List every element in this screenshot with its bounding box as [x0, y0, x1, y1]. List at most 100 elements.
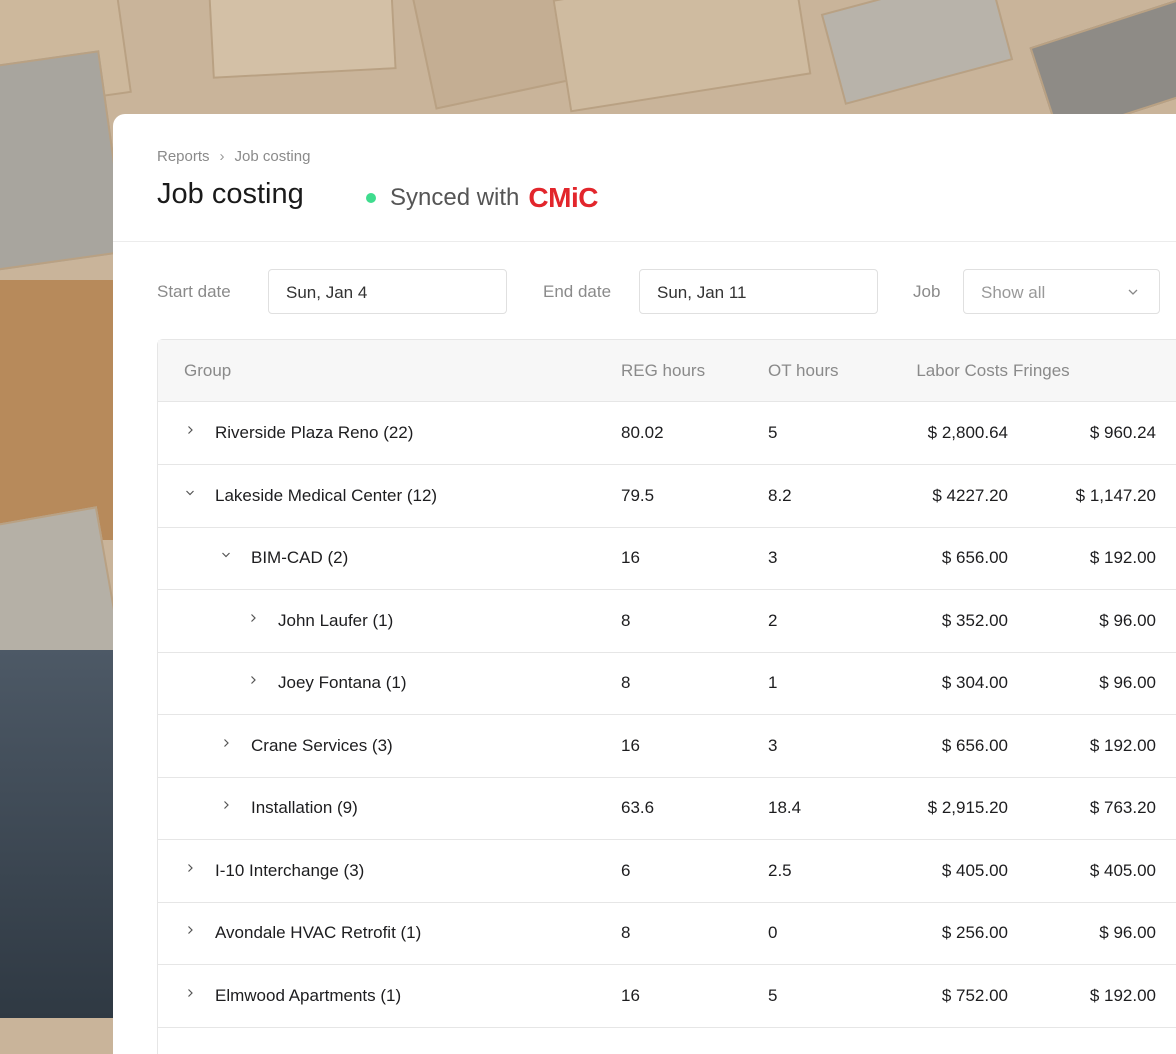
- end-date-input[interactable]: Sun, Jan 11: [639, 269, 878, 314]
- table-cell: $ 192.00: [1089, 985, 1156, 1005]
- table-row[interactable]: John Laufer (1) 8 2 $ 352.00 $ 96.00: [158, 590, 1176, 653]
- expand-chevron[interactable]: [249, 613, 257, 622]
- divider: [113, 241, 1176, 242]
- expand-chevron[interactable]: [186, 426, 194, 434]
- table-cell: $ 192.00: [1089, 735, 1156, 755]
- table-cell: $ 352.00: [941, 610, 1008, 630]
- job-label: Job: [913, 282, 941, 301]
- expand-chevron[interactable]: [186, 988, 194, 997]
- table-cell: 6: [621, 860, 631, 880]
- breadcrumb-current: Job costing: [234, 148, 311, 165]
- end-label: End date: [543, 282, 612, 301]
- shadow: [0, 650, 113, 1018]
- table-cell: $ 405.00: [941, 860, 1008, 880]
- table-cell: 5: [768, 423, 778, 442]
- table-cell: 63.6: [621, 798, 655, 817]
- table-cell: $ 96.00: [1099, 673, 1156, 692]
- table-cell: 2: [768, 610, 778, 630]
- table-cell: 8: [621, 610, 631, 630]
- table-cell: $ 2,915.20: [927, 798, 1008, 817]
- group-label: I-10 Interchange (3): [215, 860, 365, 880]
- table-cell: $ 192.00: [1089, 548, 1156, 567]
- table-cell: $ 752.00: [941, 985, 1008, 1005]
- table-cell: $ 304.00: [941, 673, 1008, 692]
- column-header[interactable]: Group: [184, 361, 232, 380]
- job-select[interactable]: Show all: [963, 269, 1160, 314]
- brand-logo: CMiC: [528, 182, 598, 213]
- table-cell: 3: [768, 735, 778, 755]
- background-photo: [0, 0, 1176, 1018]
- table-cell: 80.02: [621, 423, 664, 442]
- table-cell: $ 763.20: [1089, 798, 1156, 817]
- group-label: Riverside Plaza Reno (22): [215, 423, 414, 442]
- table-cell: $ 256.00: [941, 923, 1008, 942]
- table-cell: 2.5: [768, 860, 792, 880]
- table-cell: $ 2,800.64: [927, 423, 1008, 442]
- table-cell: $ 96.00: [1099, 610, 1156, 630]
- group-label: Lakeside Medical Center (12): [215, 485, 438, 505]
- table-cell: $ 656.00: [941, 548, 1008, 567]
- sync-status: Synced with CMiC: [366, 182, 598, 214]
- table-row[interactable]: Lakeside Medical Center (12) 79.5 8.2 $ 422…: [158, 465, 1176, 528]
- column-header[interactable]: REG hours: [621, 361, 706, 380]
- table-row[interactable]: Crane Services (3) 16 3 $ 656.00 $ 192.00: [158, 715, 1176, 778]
- table-cell: 3: [768, 548, 778, 567]
- job-table: Group REG hours OT hours Labor Costs Fringes…: [157, 339, 1176, 1054]
- breadcrumb: Reports › Job costing: [157, 148, 311, 165]
- collapse-chevron[interactable]: [186, 489, 194, 497]
- table-row[interactable]: Riverside Plaza Reno (22) 80.02 5 $ 2,800.6…: [158, 402, 1176, 465]
- table-cell: $ 4227.20: [932, 485, 1008, 505]
- table-cell: 79.5: [621, 485, 655, 505]
- table-cell: $ 96.00: [1099, 923, 1156, 942]
- paver: [207, 0, 397, 79]
- table-row[interactable]: Avondale HVAC Retrofit (1) 8 0 $ 256.00 $ 96…: [158, 902, 1176, 965]
- dirt: [0, 280, 113, 540]
- group-label: Avondale HVAC Retrofit (1): [215, 923, 422, 942]
- sync-text: Synced with: [390, 184, 520, 211]
- paver: [552, 0, 812, 113]
- table-cell: $ 1,147.20: [1075, 485, 1156, 505]
- group-label: Installation (9): [251, 798, 358, 817]
- expand-chevron[interactable]: [186, 863, 194, 872]
- expand-chevron[interactable]: [249, 676, 257, 684]
- expand-chevron[interactable]: [222, 801, 230, 809]
- table-cell: 18.4: [768, 798, 802, 817]
- table-cell: $ 656.00: [941, 735, 1008, 755]
- breadcrumb-link[interactable]: Reports: [157, 148, 210, 165]
- table-row[interactable]: Elmwood Apartments (1) 16 5 $ 752.00 $ 192.0…: [158, 965, 1176, 1028]
- group-label: Elmwood Apartments (1): [215, 985, 402, 1005]
- dropdown-chevron: [1128, 289, 1138, 295]
- report-card: Reports › Job costing Job costing Synced w…: [113, 114, 1176, 1054]
- table-cell: 16: [621, 735, 640, 755]
- table-row[interactable]: I-10 Interchange (3) 6 2.5 $ 405.00 $ 405.00: [158, 840, 1176, 903]
- start-date-input[interactable]: Sun, Jan 4: [268, 269, 507, 314]
- expand-chevron[interactable]: [186, 926, 194, 934]
- table-cell: $ 960.24: [1089, 423, 1156, 442]
- collapse-chevron[interactable]: [222, 551, 230, 559]
- group-label: John Laufer (1): [278, 610, 394, 630]
- column-header[interactable]: OT hours: [768, 361, 839, 380]
- table-row[interactable]: Installation (9) 63.6 18.4 $ 2,915.20 $ 763.…: [158, 777, 1176, 840]
- column-header[interactable]: Labor Costs: [916, 361, 1008, 380]
- expand-chevron[interactable]: [222, 738, 230, 747]
- table-header: Group REG hours OT hours Labor Costs Fringes: [158, 340, 1176, 402]
- table-cell: 0: [768, 923, 778, 942]
- start-label: Start date: [157, 282, 231, 301]
- table-cell: 5: [768, 985, 778, 1005]
- column-header[interactable]: Fringes: [1013, 361, 1070, 380]
- table-cell: 8: [621, 923, 631, 942]
- paver: [820, 0, 1014, 105]
- table-cell: 8.2: [768, 485, 792, 505]
- status-dot: [366, 193, 376, 203]
- table-cell: 16: [621, 548, 640, 567]
- table-row[interactable]: BIM-CAD (2) 16 3 $ 656.00 $ 192.00: [158, 527, 1176, 590]
- page-title: Job costing: [157, 178, 304, 210]
- group-label: Crane Services (3): [251, 735, 393, 755]
- group-label: BIM-CAD (2): [251, 548, 349, 567]
- group-label: Joey Fontana (1): [278, 673, 407, 692]
- table-cell: 8: [621, 673, 631, 692]
- table-cell: $ 405.00: [1089, 860, 1156, 880]
- table-cell: 1: [768, 673, 778, 692]
- table-row[interactable]: Joey Fontana (1) 8 1 $ 304.00 $ 96.00: [158, 652, 1176, 715]
